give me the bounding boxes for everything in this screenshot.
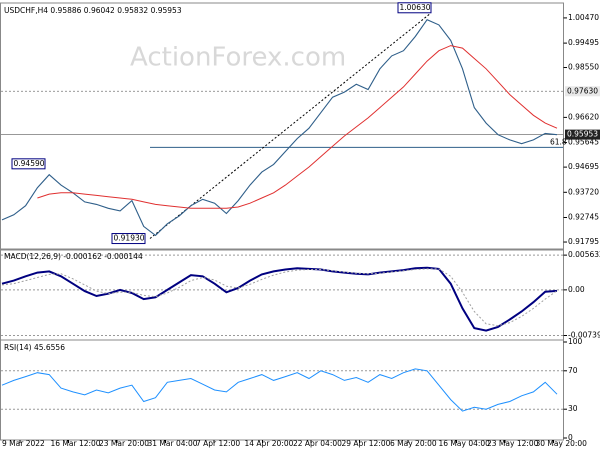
level-label: 0.95953 <box>567 130 598 139</box>
annotation-label: 0.94590 <box>14 159 45 168</box>
series-line <box>37 45 558 209</box>
x-tick-label: 23 May 12:00 <box>487 439 539 448</box>
level-tag <box>565 129 600 140</box>
fib-label: 61.8 <box>550 137 567 146</box>
y-tick-label: 1.00470 <box>568 13 599 22</box>
series-line <box>1 368 558 412</box>
series-line <box>1 19 558 237</box>
pane-title: MACD(12,26,9) -0.000162 -0.000144 <box>4 252 143 261</box>
y-tick-label: 0.00 <box>568 285 585 294</box>
y-tick-label: 100 <box>568 337 583 346</box>
x-tick-label: 6 May 20:00 <box>390 439 437 448</box>
x-tick-label: 16 Mar 12:00 <box>51 439 101 448</box>
x-tick-label: 22 Apr 04:00 <box>293 439 342 448</box>
annotation-label: 1.00630 <box>400 3 431 12</box>
y-tick-label: 0.99495 <box>568 38 599 47</box>
y-tick-label: 30 <box>568 404 578 413</box>
y-tick-label: 70 <box>568 366 578 375</box>
pane-title: RSI(14) 45.6556 <box>4 343 65 352</box>
y-tick-label: 0.95645 <box>568 138 599 147</box>
pane-border <box>0 2 564 251</box>
y-tick-label: -0.007395 <box>568 331 600 340</box>
y-tick-label: 0.98550 <box>568 63 599 72</box>
annotation-box <box>111 233 146 245</box>
annotation-box <box>397 2 432 14</box>
x-tick-label: 23 Mar 20:00 <box>99 439 149 448</box>
annotation-label: 0.91930 <box>114 234 145 243</box>
y-tick-label: 0.91795 <box>568 237 599 246</box>
pane-title: USDCHF,H4 0.95886 0.96042 0.95832 0.9595… <box>4 6 182 15</box>
x-tick-label: 31 Mar 04:00 <box>148 439 198 448</box>
x-tick-label: 30 May 20:00 <box>536 439 588 448</box>
level-tag <box>565 86 600 97</box>
y-tick-label: 0.96620 <box>568 112 599 121</box>
x-tick-label: 14 Apr 20:00 <box>245 439 294 448</box>
level-label: 0.97630 <box>567 86 598 95</box>
x-tick-label: 9 Mar 2022 <box>2 439 45 448</box>
y-tick-label: 0.92745 <box>568 212 599 221</box>
y-tick-label: 0.005632 <box>568 250 600 259</box>
y-tick-label: 0.94695 <box>568 162 599 171</box>
pane-border <box>0 339 564 441</box>
x-tick-label: 16 May 04:00 <box>439 439 491 448</box>
series-line <box>1 268 558 327</box>
series-line <box>1 266 558 332</box>
y-tick-label: 0 <box>568 433 573 442</box>
watermark: ActionForex.com <box>130 43 346 73</box>
x-tick-label: 7 Apr 12:00 <box>196 439 240 448</box>
annotation-box <box>11 158 46 170</box>
x-tick-label: 29 Apr 12:00 <box>342 439 391 448</box>
y-tick-label: 0.93720 <box>568 187 599 196</box>
